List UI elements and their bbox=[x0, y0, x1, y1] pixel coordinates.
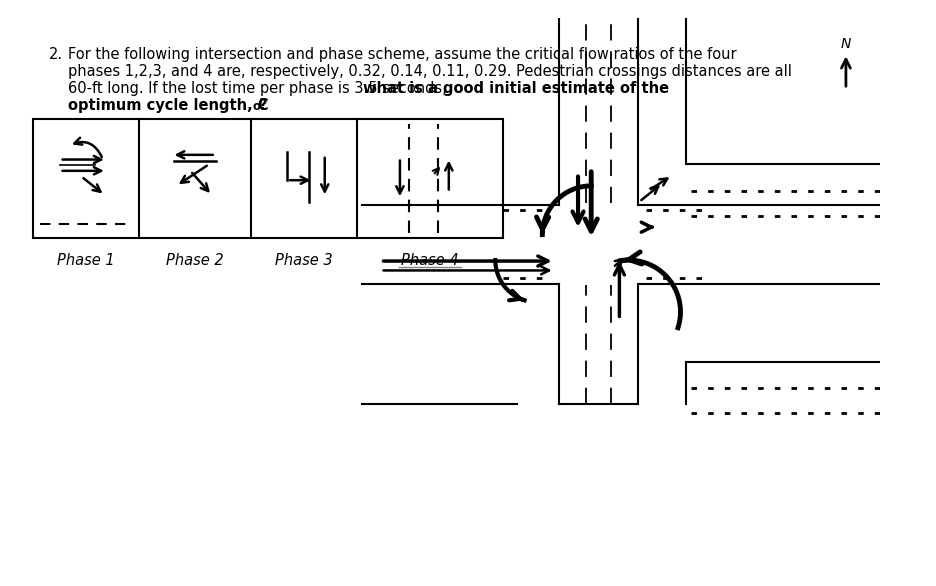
Text: what is a good initial estimate of the: what is a good initial estimate of the bbox=[363, 81, 669, 96]
Text: phases 1,2,3, and 4 are, respectively, 0.32, 0.14, 0.11, 0.29. Pedestrian crossi: phases 1,2,3, and 4 are, respectively, 0… bbox=[67, 64, 792, 79]
Text: optimum cycle length, C: optimum cycle length, C bbox=[67, 97, 269, 113]
Text: 60-ft long. If the lost time per phase is 3.5 seconds,: 60-ft long. If the lost time per phase i… bbox=[67, 81, 451, 96]
Text: Phase 1: Phase 1 bbox=[57, 253, 115, 268]
Text: 2.: 2. bbox=[49, 47, 63, 62]
Text: Phase 3: Phase 3 bbox=[275, 253, 333, 268]
Text: ?: ? bbox=[259, 97, 268, 113]
Text: For the following intersection and phase scheme, assume the critical flow ratios: For the following intersection and phase… bbox=[67, 47, 737, 62]
Text: Phase 2: Phase 2 bbox=[167, 253, 224, 268]
Text: Phase 4: Phase 4 bbox=[402, 253, 459, 268]
Bar bbox=[33, 119, 503, 237]
Text: N: N bbox=[841, 36, 851, 50]
Text: o: o bbox=[253, 100, 261, 113]
